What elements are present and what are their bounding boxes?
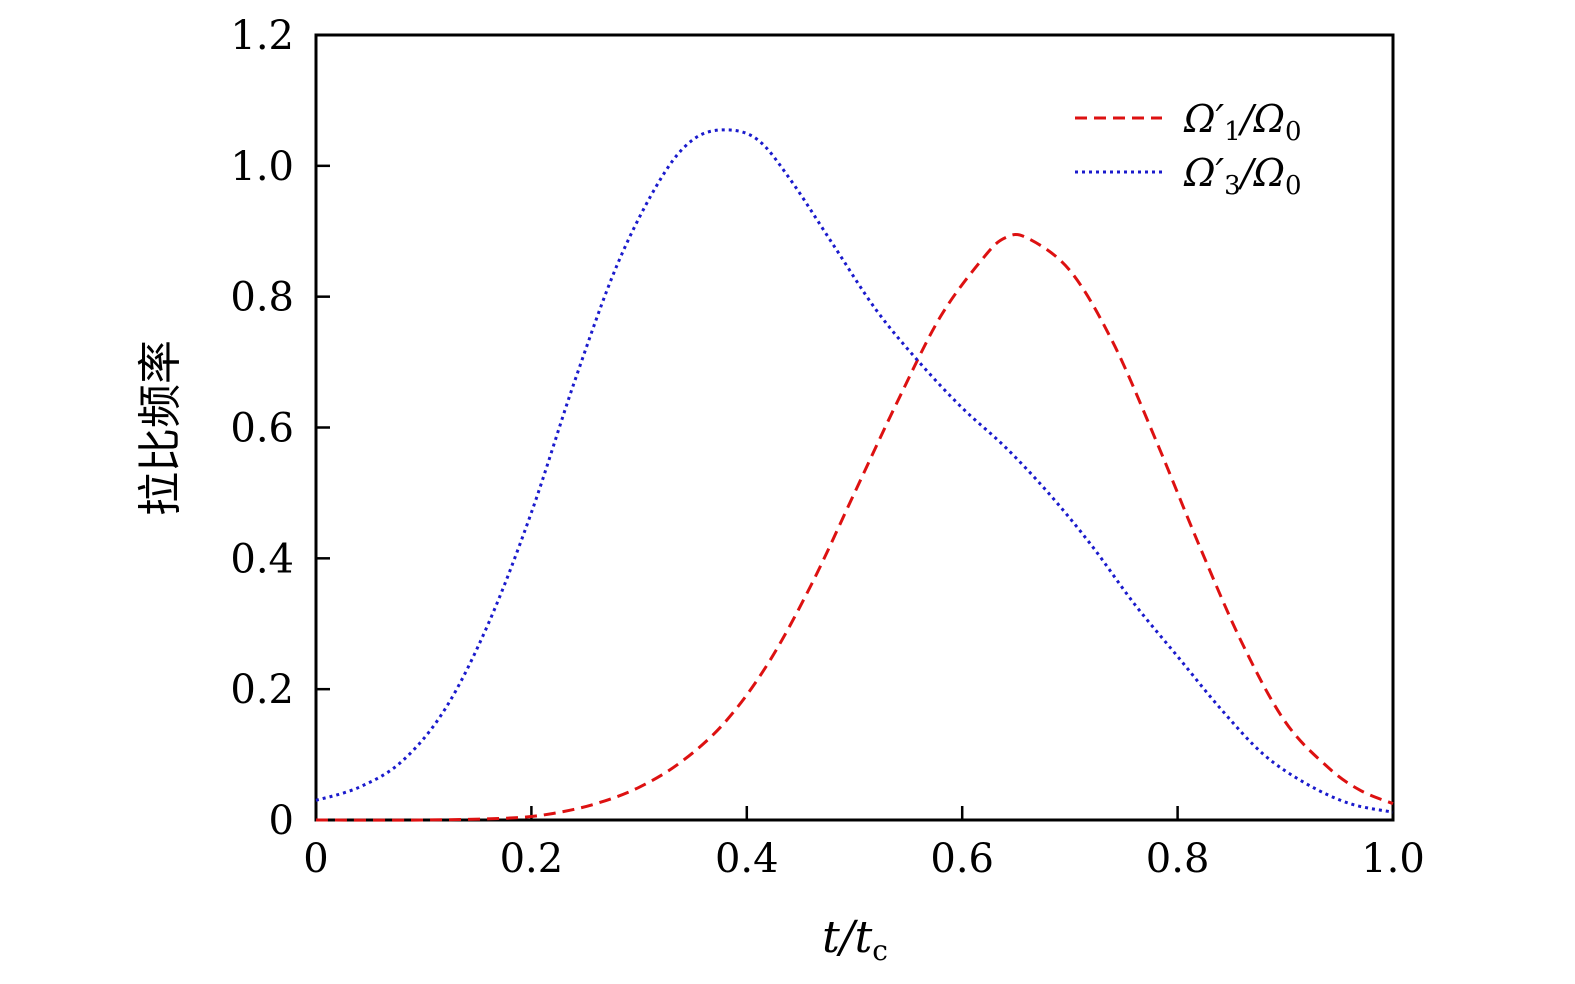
x-tick-label-0: 0 (303, 836, 328, 882)
x-tick-label-5: 1.0 (1361, 836, 1425, 882)
y-tick-label-2: 0.4 (230, 536, 294, 582)
tick-labels: 0 0.2 0.4 0.6 0.8 1.0 0 0.2 0.4 0.6 0.8 1.0 1.2 (230, 13, 1424, 882)
x-axis-label: t/tc (822, 912, 888, 967)
legend: Ω′1/Ω0 Ω′3/Ω0 (1075, 97, 1302, 201)
x-tick-label-1: 0.2 (500, 836, 564, 882)
y-tick-label-5: 1.0 (230, 144, 294, 190)
axis-ticks (314, 33, 1395, 822)
series-layer (315, 128, 1394, 822)
x-tick-label-2: 0.4 (715, 836, 779, 882)
x-axis-label-sub: c (872, 934, 888, 967)
y-tick-label-6: 1.2 (230, 13, 294, 59)
legend-label-series-1: Ω′1/Ω0 (1183, 97, 1302, 147)
series-line-1 (315, 233, 1394, 822)
x-axis-label-main: t/t (822, 912, 873, 963)
y-axis-label: 拉比频率 (135, 340, 186, 516)
y-tick-label-1: 0.2 (230, 667, 294, 713)
y-tick-label-3: 0.6 (230, 406, 294, 452)
legend-label-series-2: Ω′3/Ω0 (1183, 151, 1302, 201)
plot-frame (314, 33, 1395, 822)
x-tick-label-4: 0.8 (1146, 836, 1210, 882)
x-tick-label-3: 0.6 (930, 836, 994, 882)
series-line-2 (315, 128, 1394, 814)
y-tick-label-4: 0.8 (230, 275, 294, 321)
y-tick-label-0: 0 (269, 798, 294, 844)
